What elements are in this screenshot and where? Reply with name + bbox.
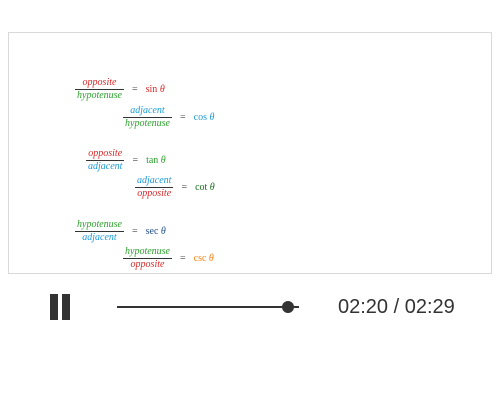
numerator-opposite: opposite [88,148,123,159]
fraction: adjacent hypotenuse [123,105,172,130]
equation-csc: hypotenuse opposite = csc θ [123,246,214,271]
fraction-bar [86,160,125,161]
fraction-bar [75,231,124,232]
theta-symbol: θ [160,155,166,166]
result-csc: csc θ [194,253,214,264]
fraction: hypotenuse opposite [123,246,172,271]
result-tan: tan θ [146,155,166,166]
fraction: opposite hypotenuse [75,77,124,102]
equals-sign: = [132,226,138,237]
func-name: cot [195,182,208,193]
equation-cot: adjacent opposite = cot θ [135,175,215,200]
numerator-adjacent: adjacent [137,175,172,186]
equals-sign: = [132,155,139,166]
time-display: 02:20 / 02:29 [338,296,455,318]
pause-icon [50,294,58,320]
fraction-bar [135,187,174,188]
fraction-bar [123,117,172,118]
player-controls: 02:20 / 02:29 [0,284,500,330]
theta-symbol: θ [208,253,214,264]
equation-sec: hypotenuse adjacent = sec θ [75,219,166,244]
video-frame[interactable]: opposite hypotenuse = sin θ adjacent hyp… [8,32,492,274]
fraction-bar [123,258,172,259]
seek-bar[interactable] [117,298,299,316]
equals-sign: = [132,84,138,95]
result-cos: cos θ [194,112,215,123]
numerator-hypotenuse: hypotenuse [125,246,170,257]
fraction: hypotenuse adjacent [75,219,124,244]
theta-symbol: θ [209,112,215,123]
result-sec: sec θ [146,226,166,237]
fraction: opposite adjacent [86,148,125,173]
theta-symbol: θ [160,226,166,237]
denominator-hypotenuse: hypotenuse [77,90,122,101]
result-sin: sin θ [146,84,165,95]
denominator-opposite: opposite [130,259,165,270]
denominator-adjacent: adjacent [82,232,117,243]
func-name: tan [146,155,159,166]
denominator-adjacent: adjacent [88,161,123,172]
theta-symbol: θ [159,84,165,95]
numerator-opposite: opposite [82,77,117,88]
equation-cos: adjacent hypotenuse = cos θ [123,105,214,130]
equals-sign: = [181,182,188,193]
denominator-opposite: opposite [137,188,172,199]
equation-sin: opposite hypotenuse = sin θ [75,77,165,102]
func-name: csc [193,253,207,264]
func-name: sec [145,226,159,237]
func-name: cos [193,112,207,123]
pause-icon [62,294,70,320]
numerator-adjacent: adjacent [130,105,165,116]
fraction: adjacent opposite [135,175,174,200]
seek-thumb[interactable] [282,301,295,313]
result-cot: cot θ [195,182,215,193]
denominator-hypotenuse: hypotenuse [125,118,170,129]
func-name: sin [145,84,158,95]
equation-tan: opposite adjacent = tan θ [86,148,166,173]
fraction-bar [75,89,124,90]
numerator-hypotenuse: hypotenuse [77,219,122,230]
theta-symbol: θ [209,182,215,193]
equals-sign: = [180,253,186,264]
pause-button[interactable] [48,294,72,320]
equals-sign: = [180,112,186,123]
seek-track[interactable] [117,306,299,308]
